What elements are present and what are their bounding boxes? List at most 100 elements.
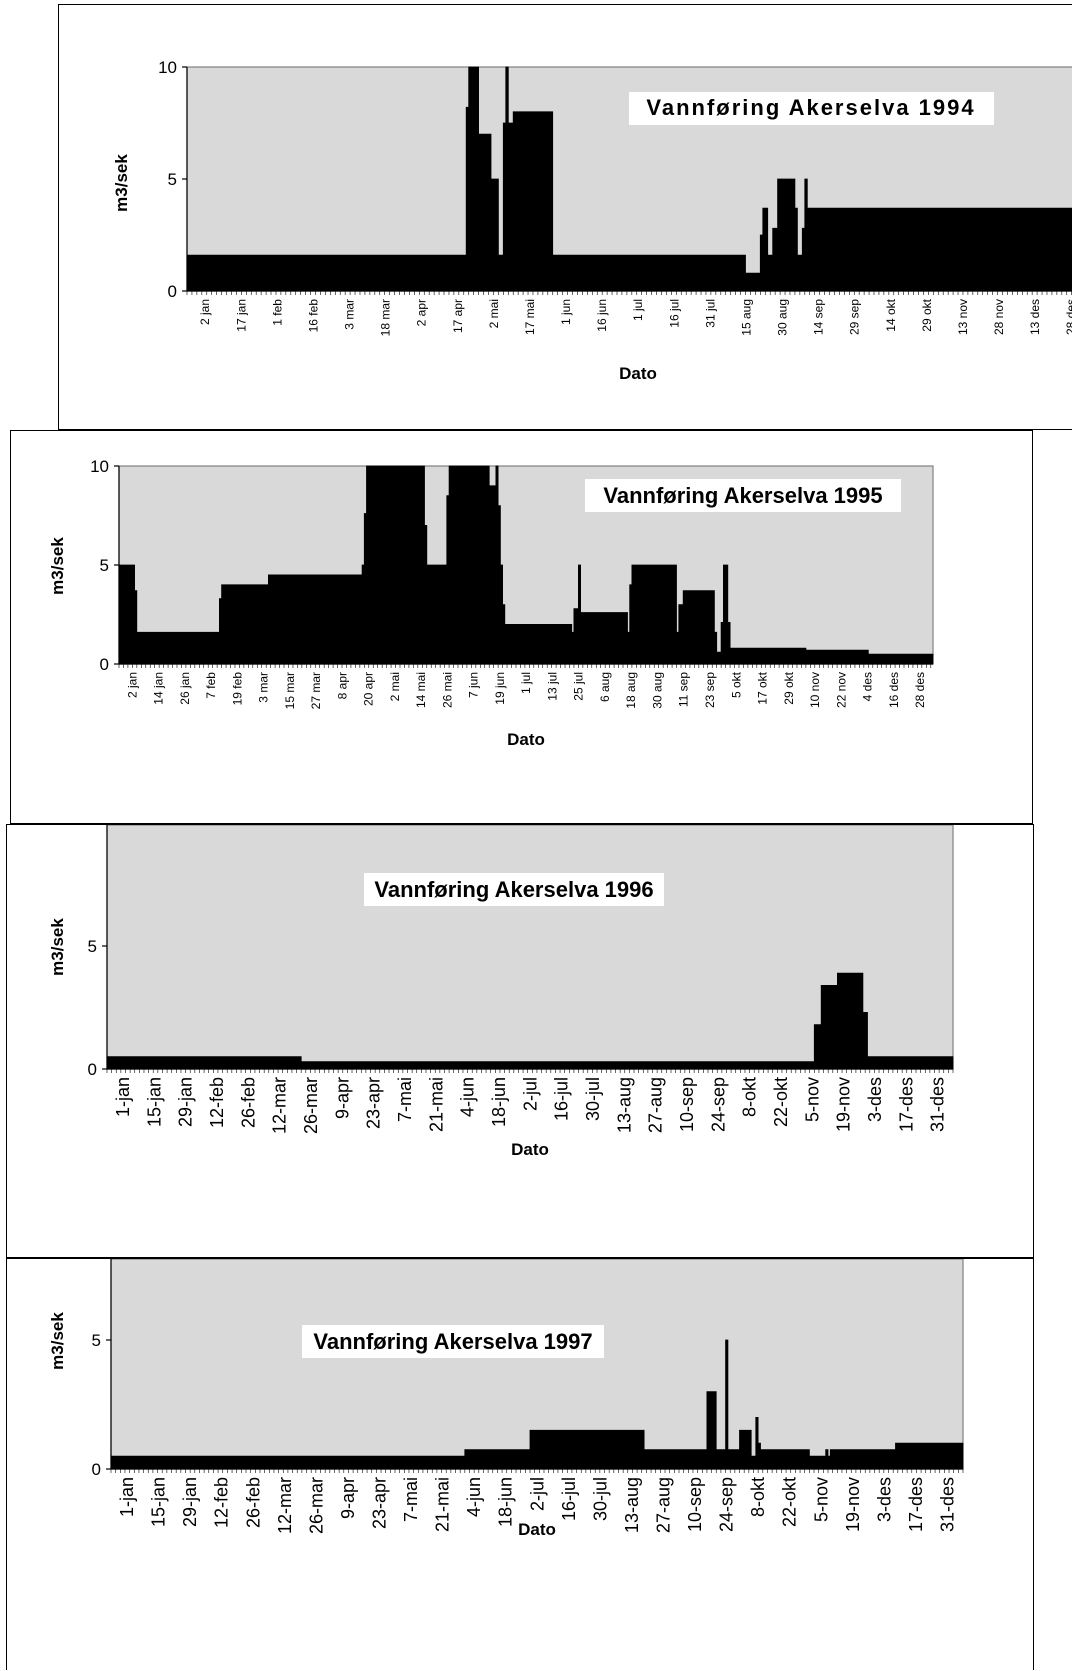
x-tick-label: 13-aug xyxy=(622,1477,642,1533)
chart-title-box xyxy=(629,92,994,125)
x-tick-label: 28 nov xyxy=(992,299,1006,335)
x-tick-label: 16 des xyxy=(887,672,901,708)
x-tick-label: 30-jul xyxy=(583,1077,603,1121)
x-tick-label: 29 okt xyxy=(782,671,796,704)
x-tick-label: 17 okt xyxy=(756,671,770,704)
x-tick-label: 27-aug xyxy=(654,1477,674,1533)
x-tick-label: 23 sep xyxy=(703,672,717,708)
x-tick-label: 1 jul xyxy=(519,672,533,694)
x-tick-label: 17 apr xyxy=(451,299,465,333)
x-tick-label: 31-des xyxy=(928,1077,948,1132)
chart-1995: 0 5 10 2 jan 14 jan 26 jan 7 feb 19 feb 3 mar 15 … xyxy=(48,457,934,749)
chart-panel-1996: 0 5 1-jan 15-jan 29-jan 12-feb 26-feb 12-mar 26-… xyxy=(6,824,1034,1258)
x-tick-label: 3-des xyxy=(865,1077,885,1122)
x-tick-label: 26 mai xyxy=(440,672,454,708)
x-tick-label: 12-mar xyxy=(270,1077,290,1134)
x-tick-label: 10-sep xyxy=(677,1077,697,1132)
x-tick-label: 31-des xyxy=(938,1477,958,1532)
x-tick-label: 2 mai xyxy=(388,672,402,701)
x-tick-label: 1 feb xyxy=(270,299,284,326)
y-axis-title: m3/sek xyxy=(48,537,67,595)
y-tick-label: 5 xyxy=(92,1331,101,1350)
x-tick-label: 29-jan xyxy=(180,1477,200,1527)
x-tick-label: 18 aug xyxy=(624,672,638,709)
y-axis-title: m3/sek xyxy=(112,154,131,212)
x-tick-label: 23-apr xyxy=(370,1477,390,1529)
x-tick-label: 26 jan xyxy=(178,672,192,705)
x-tick-label: 15 mar xyxy=(283,672,297,709)
chart-title-box xyxy=(364,873,664,906)
x-tick-label: 14 sep xyxy=(812,299,826,335)
plot-area xyxy=(106,825,954,1070)
x-tick-label: 29-jan xyxy=(176,1077,196,1127)
x-tick-label: 16 jul xyxy=(667,299,681,328)
x-axis-title: Dato xyxy=(518,1520,556,1539)
x-tick-label: 23-apr xyxy=(364,1077,384,1129)
x-tick-label: 4-jun xyxy=(464,1477,484,1517)
x-tick-label: 17 jan xyxy=(234,299,248,332)
x-tick-label: 7-mai xyxy=(401,1477,421,1522)
y-axis-title: m3/sek xyxy=(48,1312,67,1370)
x-tick-label: 12-mar xyxy=(275,1477,295,1534)
flow-area-series xyxy=(118,465,934,665)
x-tick-label: 15-jan xyxy=(149,1477,169,1527)
x-tick-label: 12-feb xyxy=(207,1077,227,1128)
y-tick-label: 0 xyxy=(88,1060,97,1079)
flow-area-series xyxy=(106,972,954,1070)
y-tick-label: 10 xyxy=(90,457,109,476)
x-tick-label: 9-apr xyxy=(332,1077,352,1119)
x-tick-label: 12-feb xyxy=(212,1477,232,1528)
x-tick-label: 28 des xyxy=(913,672,927,708)
x-tick-label: 1-jan xyxy=(117,1477,137,1517)
x-tick-label: 19 jun xyxy=(493,672,507,705)
chart-panel-1994: 0 5 10 2 jan 17 jan 1 feb 16 feb 3 mar 18 mar 2 a… xyxy=(58,4,1072,430)
x-tick-label: 2-jul xyxy=(527,1477,547,1511)
x-tick-label: 30 aug xyxy=(651,672,665,709)
x-tick-label: 13 jul xyxy=(546,672,560,701)
x-tick-label: 13 nov xyxy=(956,299,970,335)
x-tick-label: 11 sep xyxy=(677,672,691,707)
x-tick-label: 21-mai xyxy=(426,1077,446,1132)
x-tick-label: 16-jul xyxy=(552,1077,572,1121)
x-tick-label: 20 apr xyxy=(362,672,376,706)
x-tick-label: 26-feb xyxy=(238,1077,258,1128)
x-tick-label: 5-nov xyxy=(811,1477,831,1522)
x-tick-label: 15 aug xyxy=(739,299,753,336)
x-tick-label: 3-des xyxy=(874,1477,894,1522)
x-tick-label: 26-feb xyxy=(243,1477,263,1528)
x-tick-label: 19-nov xyxy=(834,1077,854,1132)
x-tick-label: 8-okt xyxy=(740,1077,760,1117)
x-tick-label: 2 jan xyxy=(125,672,139,698)
x-tick-label: 16-jul xyxy=(559,1477,579,1521)
x-tick-label: 18 mar xyxy=(379,299,393,336)
x-axis-title: Dato xyxy=(507,730,545,749)
x-tick-label: 17-des xyxy=(896,1077,916,1132)
x-tick-label: 7-mai xyxy=(395,1077,415,1122)
x-tick-label: 13-aug xyxy=(614,1077,634,1133)
x-tick-label: 29 sep xyxy=(848,299,862,335)
x-tick-label: 18-jun xyxy=(496,1477,516,1527)
x-tick-label: 10 nov xyxy=(808,672,822,708)
x-tick-label: 1 jul xyxy=(631,299,645,321)
x-tick-label: 4 des xyxy=(861,672,875,701)
x-tick-label: 18-jun xyxy=(489,1077,509,1127)
x-tick-label: 25 jul xyxy=(572,672,586,701)
x-tick-label: 13 des xyxy=(1028,299,1042,335)
x-tick-label: 19 feb xyxy=(230,672,244,706)
x-tick-label: 2-jul xyxy=(520,1077,540,1111)
x-tick-label: 3 mar xyxy=(343,299,357,330)
x-tick-label: 21-mai xyxy=(433,1477,453,1532)
flow-area-series xyxy=(110,1339,964,1470)
x-tick-label: 1-jan xyxy=(113,1077,133,1117)
y-tick-label: 10 xyxy=(158,58,177,77)
x-tick-label: 2 jan xyxy=(198,299,212,325)
chart-panel-1995: 0 5 10 2 jan 14 jan 26 jan 7 feb 19 feb 3 mar 15 … xyxy=(10,430,1033,824)
flow-area-series xyxy=(186,66,1072,292)
x-tick-label: 5-nov xyxy=(802,1077,822,1122)
chart-title: Vannføring Akerselva 1996 xyxy=(374,877,653,902)
chart-1997: 0 5 1-jan 15-jan 29-jan 12-feb 26-feb 12-mar 26-… xyxy=(48,1259,964,1539)
x-tick-label: 9-apr xyxy=(338,1477,358,1519)
x-tick-label: 16 jun xyxy=(595,299,609,332)
x-tick-label: 17 mai xyxy=(523,299,537,335)
x-tick-label: 26-mar xyxy=(301,1077,321,1134)
